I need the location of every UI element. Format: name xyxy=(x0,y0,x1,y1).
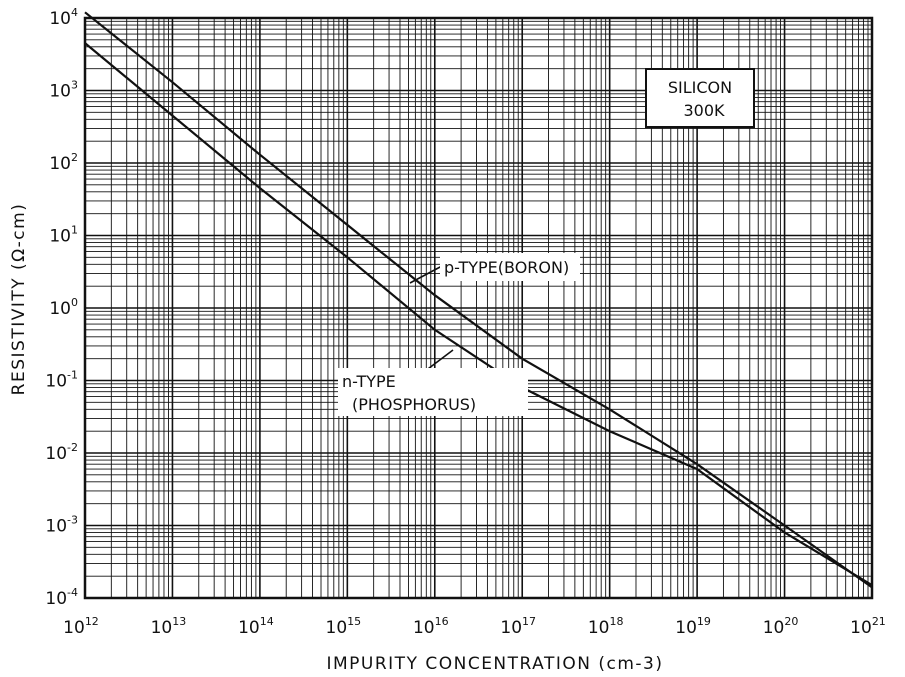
x-tick-label: 1016 xyxy=(413,615,449,638)
x-tick-label: 1012 xyxy=(63,615,99,638)
x-tick-label: 1020 xyxy=(763,615,799,638)
y-tick-label: 101 xyxy=(49,224,78,247)
x-tick-label: 1017 xyxy=(500,615,536,638)
annotation-line-2: 300K xyxy=(683,101,725,120)
p-type-callout: p-TYPE(BORON) xyxy=(409,253,580,284)
p-type-leader xyxy=(409,265,443,284)
plot-frame xyxy=(83,16,874,600)
y-tick-label: 10-3 xyxy=(45,514,78,537)
y-tick-label: 103 xyxy=(49,79,78,102)
x-tick-label: 1014 xyxy=(238,615,274,638)
y-tick-label: 10-2 xyxy=(45,441,78,464)
p-type-label: p-TYPE(BORON) xyxy=(444,258,569,277)
x-tick-labels: 1012 1013 1014 1015 1016 1017 1018 1019 1020 1021 xyxy=(63,615,886,638)
annotation-box xyxy=(645,68,755,128)
x-tick-label: 1021 xyxy=(850,615,886,638)
n-type-callout: n-TYPE (PHOSPHORUS) xyxy=(338,349,528,416)
y-axis-title: RESISTIVITY (Ω-cm) xyxy=(9,203,29,396)
n-type-label-line-1: n-TYPE xyxy=(342,372,396,391)
y-tick-label: 104 xyxy=(49,6,78,29)
y-tick-label: 10-4 xyxy=(45,586,78,609)
n-type-label-box xyxy=(338,368,528,416)
y-tick-label: 10-1 xyxy=(45,369,78,392)
y-tick-label: 102 xyxy=(49,151,78,174)
x-axis-title: IMPURITY CONCENTRATION (cm-3) xyxy=(326,654,663,674)
y-tick-label: 100 xyxy=(49,296,78,319)
p-type-boron-line xyxy=(84,11,873,589)
y-tick-labels: 10-4 10-3 10-2 10-1 100 101 102 103 104 xyxy=(45,6,78,609)
x-tick-label: 1013 xyxy=(151,615,187,638)
material-annotation: SILICON 300K xyxy=(645,68,755,128)
annotation-line-1: SILICON xyxy=(668,78,732,97)
x-tick-label: 1019 xyxy=(675,615,711,638)
n-type-phosphorus-line xyxy=(84,42,873,587)
n-type-label-line-2: (PHOSPHORUS) xyxy=(352,395,476,414)
x-tick-label: 1015 xyxy=(326,615,362,638)
x-tick-label: 1018 xyxy=(588,615,624,638)
data-series xyxy=(84,11,873,589)
p-type-label-box xyxy=(440,253,580,281)
